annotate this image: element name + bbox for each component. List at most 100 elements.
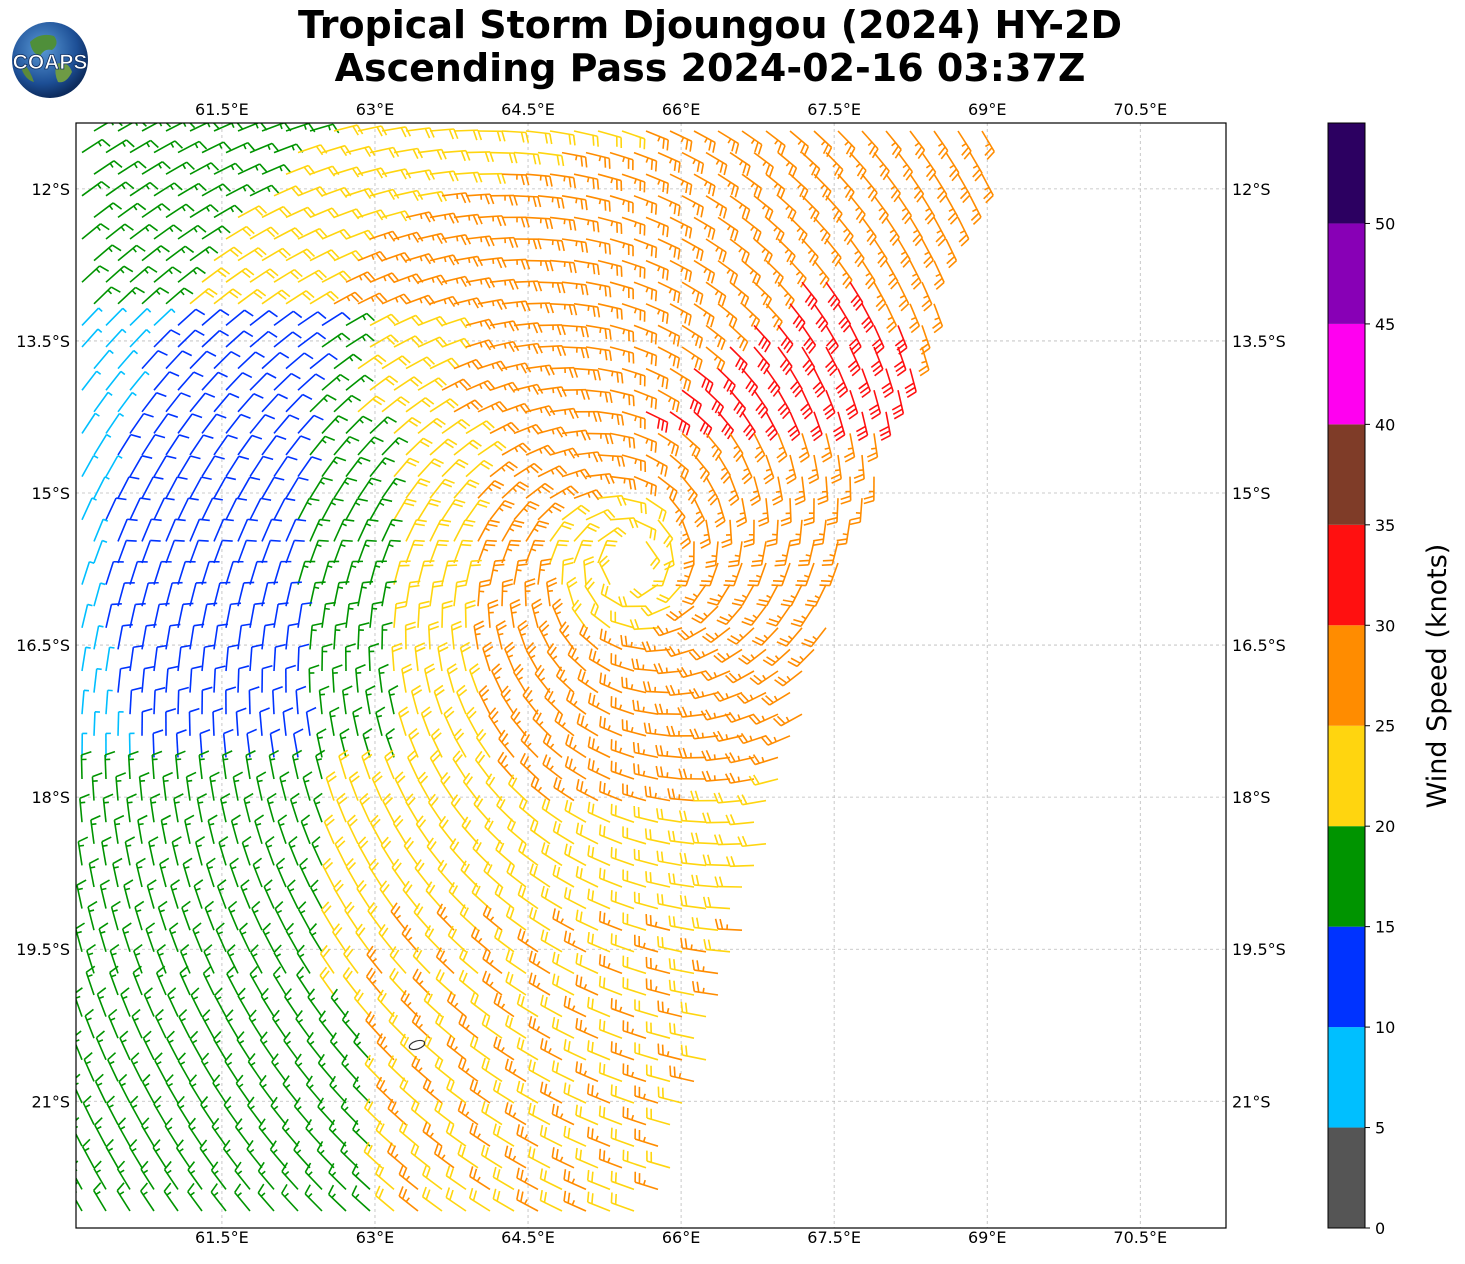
wind-barb [297, 497, 320, 521]
wind-barb [729, 346, 748, 374]
wind-barb [945, 238, 958, 269]
wind-barb [481, 1101, 503, 1126]
wind-barb [237, 623, 252, 650]
wind-barb [622, 912, 647, 931]
wind-barb [438, 815, 455, 845]
wind-barb [237, 393, 264, 413]
wind-barb [279, 771, 290, 801]
wind-barb [813, 303, 829, 333]
wind-barb [201, 1009, 215, 1039]
wind-barb [583, 556, 595, 585]
wind-barb [825, 281, 841, 311]
wind-barb [513, 500, 540, 521]
wind-barb [610, 696, 635, 715]
wind-barb [160, 814, 172, 844]
wind-barb [493, 992, 515, 1018]
wind-barb [504, 641, 516, 672]
wind-barb [621, 367, 646, 387]
wind-barb [690, 832, 719, 845]
wind-barb [669, 1065, 695, 1083]
wind-barb [504, 1058, 527, 1083]
wind-barb [427, 793, 443, 823]
wind-barb [633, 324, 658, 345]
wind-barb [517, 928, 539, 953]
wind-barb [633, 238, 658, 258]
wind-barb [417, 458, 444, 478]
wind-barb [381, 396, 410, 413]
wind-barb [549, 407, 579, 420]
wind-barb [753, 238, 773, 265]
wind-barb [417, 190, 448, 203]
wind-barb [459, 641, 472, 672]
wind-barb [575, 974, 599, 996]
wind-barb [328, 1162, 347, 1190]
wind-barb [441, 192, 471, 204]
wind-barb [780, 584, 803, 607]
wind-barb [417, 771, 431, 801]
wind-barb [297, 643, 310, 672]
wind-barb [422, 1077, 443, 1104]
wind-barb [805, 584, 827, 607]
wind-barb [473, 620, 485, 650]
wind-barb [117, 1117, 131, 1147]
wind-barb [105, 328, 127, 348]
wind-barb [705, 389, 725, 417]
wind-barb [681, 346, 703, 371]
wind-barb [633, 519, 657, 541]
wind-barb [610, 933, 635, 953]
wind-barb [362, 728, 373, 758]
wind-barb [385, 727, 395, 758]
wind-barb [213, 539, 233, 564]
wind-barb [105, 139, 135, 154]
wind-barb [652, 625, 683, 637]
wind-barb [477, 172, 506, 184]
wind-barb [724, 670, 755, 684]
lon-tick-label: 64.5°E [501, 1228, 555, 1247]
wind-barb [321, 456, 347, 478]
wind-barb [81, 181, 111, 197]
wind-barb [333, 539, 353, 564]
wind-barb [187, 1161, 203, 1190]
wind-barb [189, 518, 210, 542]
wind-barb [258, 1118, 275, 1147]
wind-barb [567, 645, 587, 672]
wind-barb [537, 386, 567, 398]
wind-barb [544, 687, 563, 715]
wind-barb [189, 581, 207, 607]
wind-barb [513, 195, 542, 208]
wind-barb [622, 1149, 647, 1169]
wind-barb [232, 771, 244, 801]
wind-barb [297, 456, 322, 478]
wind-barb [201, 309, 230, 327]
colorbar-tick-label: 50 [1375, 214, 1395, 233]
wind-barb [165, 518, 186, 542]
wind-barb [766, 605, 791, 627]
wind-barb [585, 324, 612, 340]
wind-barb [453, 213, 483, 225]
wind-barb [105, 497, 127, 521]
wind-barb [76, 879, 87, 909]
wind-barb [165, 287, 194, 305]
wind-barb [873, 238, 888, 268]
wind-barb [297, 901, 311, 931]
wind-barb [561, 281, 589, 296]
wind-barb [437, 641, 449, 672]
wind-barb [516, 1189, 539, 1212]
wind-barb [513, 151, 541, 165]
wind-barb [532, 709, 551, 737]
wind-barb [620, 634, 647, 651]
wind-barb [489, 151, 518, 164]
wind-barb [201, 413, 227, 434]
wind-barb [707, 584, 731, 606]
wind-barb [553, 777, 575, 802]
wind-barb [501, 216, 530, 228]
wind-barb [165, 623, 181, 650]
wind-barb [351, 1163, 371, 1190]
wind-barb [598, 1148, 623, 1169]
wind-barb [522, 686, 539, 715]
wind-barb [610, 846, 635, 867]
wind-barb [387, 1055, 407, 1082]
wind-barb [153, 1095, 167, 1126]
wind-barb [714, 497, 726, 528]
wind-barb [634, 999, 659, 1018]
